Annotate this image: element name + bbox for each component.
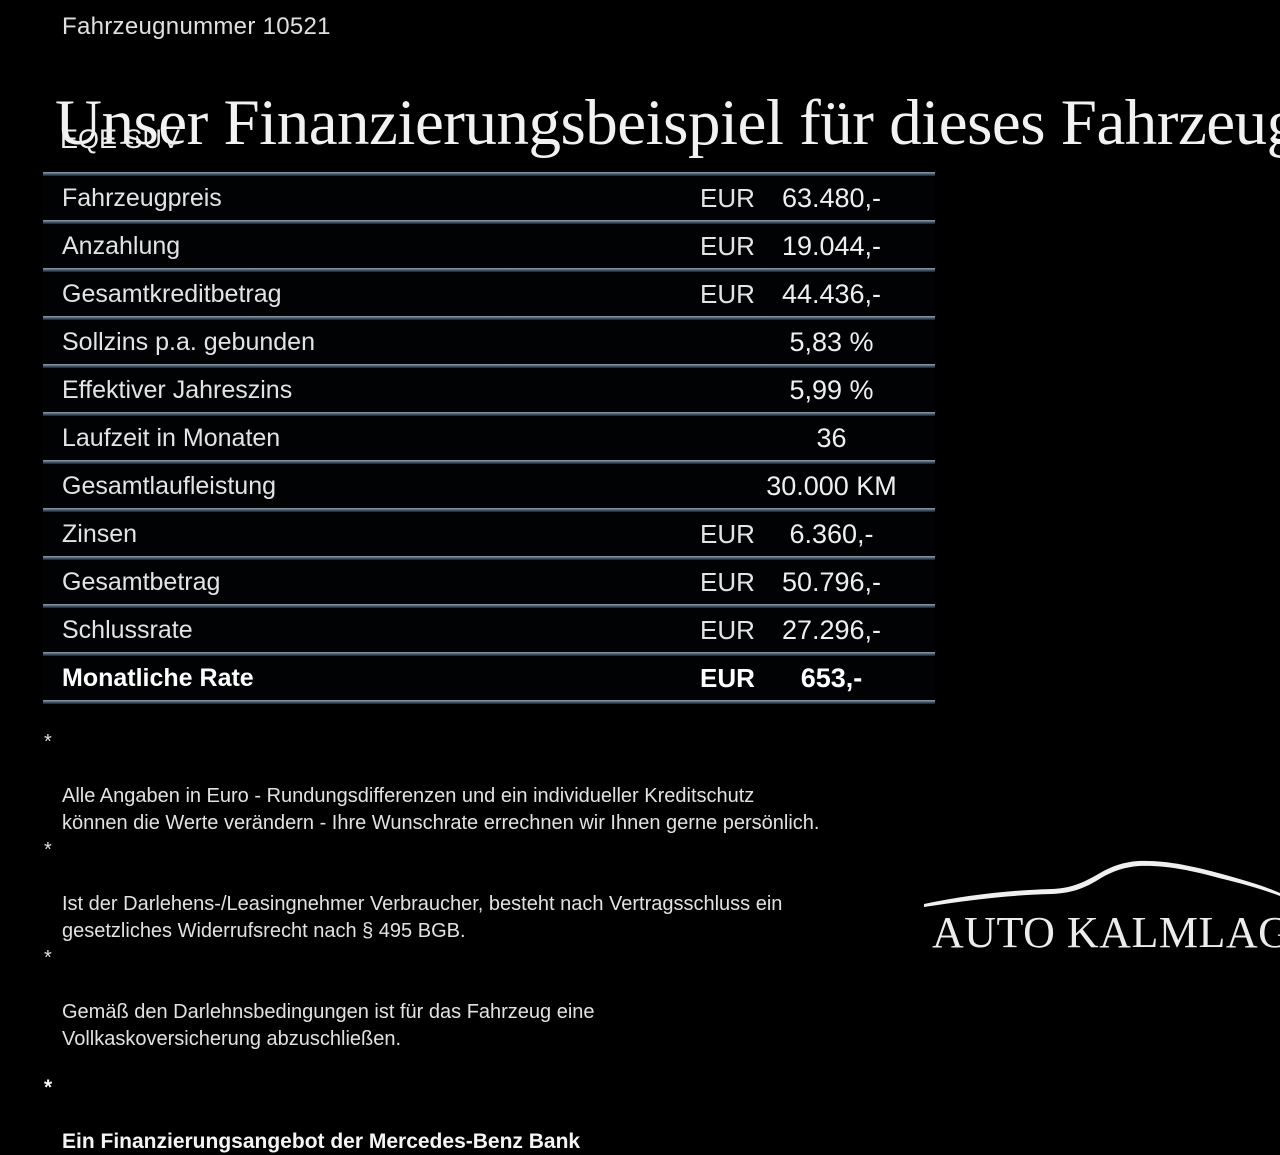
page-title: Unser Finanzierungsbeispiel für dieses F… bbox=[55, 86, 1280, 159]
table-row-group: Gesamtlaufleistung 30.000 KM bbox=[43, 460, 935, 508]
table-divider bbox=[43, 412, 935, 416]
row-value: 63.480,- bbox=[781, 182, 882, 213]
table-row-group: Fahrzeugpreis EUR 63.480,- bbox=[43, 172, 935, 220]
table-row: Fahrzeugpreis EUR 63.480,- bbox=[43, 176, 935, 220]
row-currency: EUR bbox=[700, 566, 755, 597]
table-divider bbox=[43, 172, 935, 176]
table-row: Gesamtlaufleistung 30.000 KM bbox=[43, 464, 935, 508]
table-row-group: Gesamtbetrag EUR 50.796,- bbox=[43, 556, 935, 604]
table-divider bbox=[43, 364, 935, 368]
table-row-group: Sollzins p.a. gebunden 5,83 % bbox=[43, 316, 935, 364]
row-currency: EUR bbox=[700, 230, 755, 261]
footnote: * Alle Angaben in Euro - Rundungsdiffere… bbox=[44, 729, 954, 837]
row-value: 30.000 KM bbox=[766, 470, 897, 501]
row-currency: EUR bbox=[700, 182, 755, 213]
row-label: Schlussrate bbox=[62, 615, 193, 644]
vehicle-number: Fahrzeugnummer 10521 bbox=[62, 13, 331, 40]
table-divider bbox=[43, 268, 935, 272]
table-row: Anzahlung EUR 19.044,- bbox=[43, 224, 935, 268]
row-label: Laufzeit in Monaten bbox=[62, 423, 281, 452]
row-currency: EUR bbox=[700, 278, 755, 309]
row-currency: EUR bbox=[700, 614, 755, 645]
table-row: Gesamtkreditbetrag EUR 44.436,- bbox=[43, 272, 935, 316]
table-row: Gesamtbetrag EUR 50.796,- bbox=[43, 560, 935, 604]
car-silhouette-icon bbox=[924, 860, 1280, 907]
footnote: * Ist der Darlehens-/Leasingnehmer Verbr… bbox=[44, 837, 954, 945]
table-row-group: Gesamtkreditbetrag EUR 44.436,- bbox=[43, 268, 935, 316]
footnotes-section: * Alle Angaben in Euro - Rundungsdiffere… bbox=[44, 729, 954, 1155]
row-label: Gesamtkreditbetrag bbox=[62, 279, 282, 308]
row-value: 653,- bbox=[800, 662, 863, 693]
footnote-marker: * bbox=[44, 731, 52, 753]
row-label: Anzahlung bbox=[62, 231, 181, 260]
row-label: Zinsen bbox=[62, 519, 138, 548]
vehicle-model: EQE SUV bbox=[60, 124, 181, 154]
row-value: 50.796,- bbox=[781, 566, 882, 597]
footnote-marker: * bbox=[44, 1076, 53, 1099]
table-divider bbox=[43, 652, 935, 656]
row-label: Gesamtbetrag bbox=[62, 567, 221, 596]
table-divider bbox=[43, 604, 935, 608]
table-divider bbox=[43, 460, 935, 464]
table-row-group: Zinsen EUR 6.360,- bbox=[43, 508, 935, 556]
footnote: * Ein Finanzierungsangebot der Mercedes-… bbox=[44, 1074, 954, 1155]
table-row: Schlussrate EUR 27.296,- bbox=[43, 608, 935, 652]
table-row: Effektiver Jahreszins 5,99 % bbox=[43, 368, 935, 412]
footnote-marker: * bbox=[44, 839, 52, 861]
footnote: * Gemäß den Darlehnsbedingungen ist für … bbox=[44, 945, 954, 1053]
row-label: Effektiver Jahreszins bbox=[62, 375, 293, 404]
row-value: 5,83 % bbox=[789, 326, 874, 357]
table-row-group: Laufzeit in Monaten 36 bbox=[43, 412, 935, 460]
table-row: Laufzeit in Monaten 36 bbox=[43, 416, 935, 460]
footnote-text: Gemäß den Darlehnsbedingungen ist für da… bbox=[62, 1001, 595, 1050]
row-value: 44.436,- bbox=[781, 278, 882, 309]
row-value: 5,99 % bbox=[789, 374, 874, 405]
table-row: Zinsen EUR 6.360,- bbox=[43, 512, 935, 556]
table-divider bbox=[43, 700, 935, 704]
row-label: Fahrzeugpreis bbox=[62, 183, 222, 212]
footnote-text: Alle Angaben in Euro - Rundungsdifferenz… bbox=[62, 785, 820, 834]
dealer-name: AUTO KALMLAGE bbox=[932, 908, 1280, 957]
table-divider bbox=[43, 508, 935, 512]
footnote-text: Ein Finanzierungsangebot der Mercedes-Be… bbox=[62, 1130, 581, 1153]
footnote-text: Ist der Darlehens-/Leasingnehmer Verbrau… bbox=[62, 893, 783, 942]
table-divider bbox=[43, 316, 935, 320]
row-value: 27.296,- bbox=[781, 614, 882, 645]
dealer-logo: AUTO KALMLAGE bbox=[922, 853, 1280, 960]
table-row-group: Schlussrate EUR 27.296,- bbox=[43, 604, 935, 652]
row-value: 19.044,- bbox=[781, 230, 882, 261]
financing-table: Fahrzeugpreis EUR 63.480,- Anzahlung EUR… bbox=[43, 172, 935, 704]
row-label: Gesamtlaufleistung bbox=[62, 471, 277, 500]
table-divider bbox=[43, 556, 935, 560]
row-currency: EUR bbox=[700, 518, 755, 549]
row-value: 6.360,- bbox=[789, 518, 874, 549]
row-label: Monatliche Rate bbox=[62, 663, 254, 692]
table-row-group: Effektiver Jahreszins 5,99 % bbox=[43, 364, 935, 412]
footnote-marker: * bbox=[44, 947, 52, 969]
table-row-group: Anzahlung EUR 19.044,- bbox=[43, 220, 935, 268]
row-value: 36 bbox=[816, 422, 847, 453]
row-currency: EUR bbox=[700, 662, 755, 693]
row-label: Sollzins p.a. gebunden bbox=[62, 327, 315, 356]
table-divider bbox=[43, 220, 935, 224]
table-row: Sollzins p.a. gebunden 5,83 % bbox=[43, 320, 935, 364]
table-row-group: Monatliche Rate EUR 653,- bbox=[43, 652, 935, 700]
table-row: Monatliche Rate EUR 653,- bbox=[43, 656, 935, 700]
